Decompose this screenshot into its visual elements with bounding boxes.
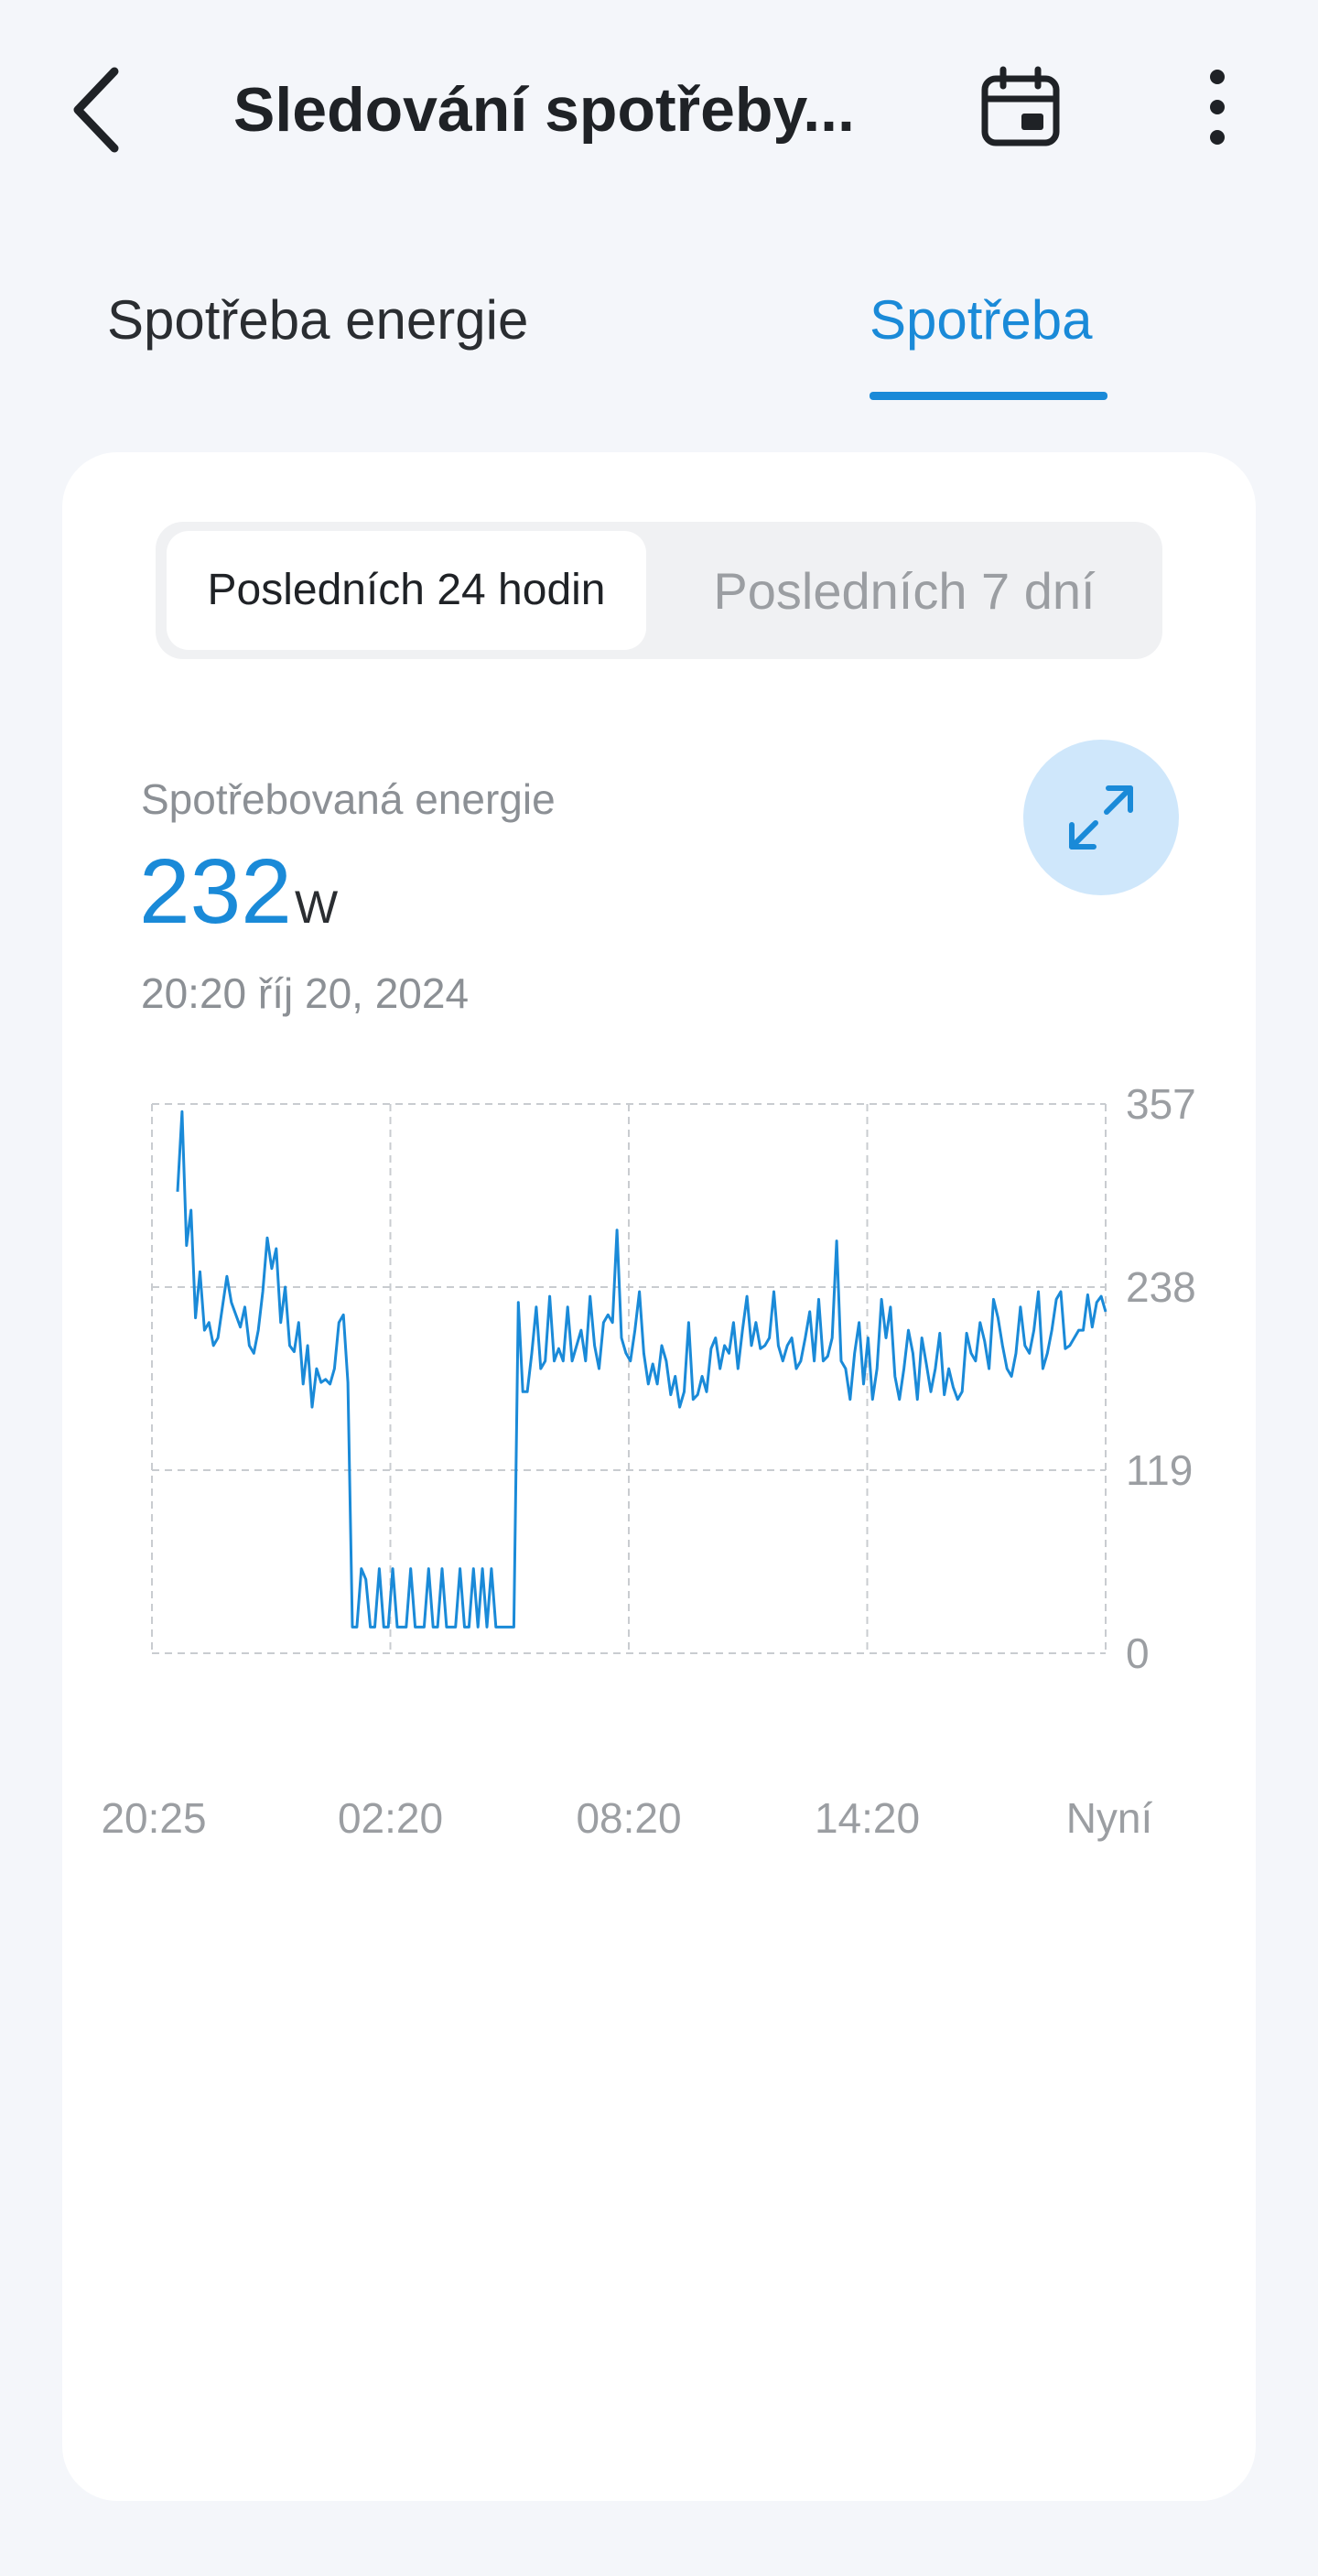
y-tick-label: 238 — [1126, 1263, 1196, 1311]
x-tick-label: 08:20 — [576, 1794, 682, 1842]
y-tick-label: 119 — [1126, 1446, 1194, 1494]
y-tick-label: 357 — [1126, 1080, 1196, 1128]
tab-energy-consumption[interactable]: Spotřeba energie — [107, 289, 529, 351]
calendar-icon — [981, 66, 1060, 146]
page-title: Sledování spotřeby... — [233, 75, 855, 145]
consumption-chart: 0 119 238 357 20:25 02:20 08:20 14:20 Nyní — [62, 1080, 1256, 1917]
app-header: Sledování spotřeby... — [0, 0, 1318, 220]
period-selector: Posledních 24 hodin Posledních 7 dní — [156, 522, 1162, 659]
x-tick-label: Nyní — [1065, 1794, 1153, 1842]
period-option-24h[interactable]: Posledních 24 hodin — [167, 531, 646, 650]
energy-value: 232 — [139, 840, 292, 943]
chevron-left-icon — [73, 67, 119, 153]
expand-icon — [1069, 785, 1133, 850]
energy-timestamp: 20:20 říj 20, 2024 — [141, 969, 470, 1017]
x-tick-label: 20:25 — [101, 1794, 207, 1842]
active-tab-indicator — [870, 392, 1107, 400]
consumption-card: Posledních 24 hodin Posledních 7 dní Spo… — [62, 452, 1256, 2501]
more-vertical-icon — [1210, 70, 1225, 145]
energy-unit: W — [295, 882, 339, 933]
x-tick-label: 14:20 — [814, 1794, 921, 1842]
back-button[interactable] — [55, 55, 137, 165]
period-option-7d[interactable]: Posledních 7 dní — [713, 561, 1096, 620]
tab-consumption[interactable]: Spotřeba — [870, 289, 1093, 351]
energy-label: Spotřebovaná energie — [141, 775, 556, 823]
expand-chart-button[interactable] — [1023, 740, 1179, 895]
tab-bar: Spotřeba energie Spotřeba — [0, 256, 1318, 403]
series-line-0 — [176, 1109, 1107, 1629]
x-tick-label: 02:20 — [337, 1794, 444, 1842]
more-options-button[interactable] — [1181, 57, 1254, 157]
chart-canvas — [151, 1103, 1107, 1654]
y-tick-label: 0 — [1126, 1629, 1150, 1677]
calendar-button[interactable] — [970, 57, 1071, 157]
